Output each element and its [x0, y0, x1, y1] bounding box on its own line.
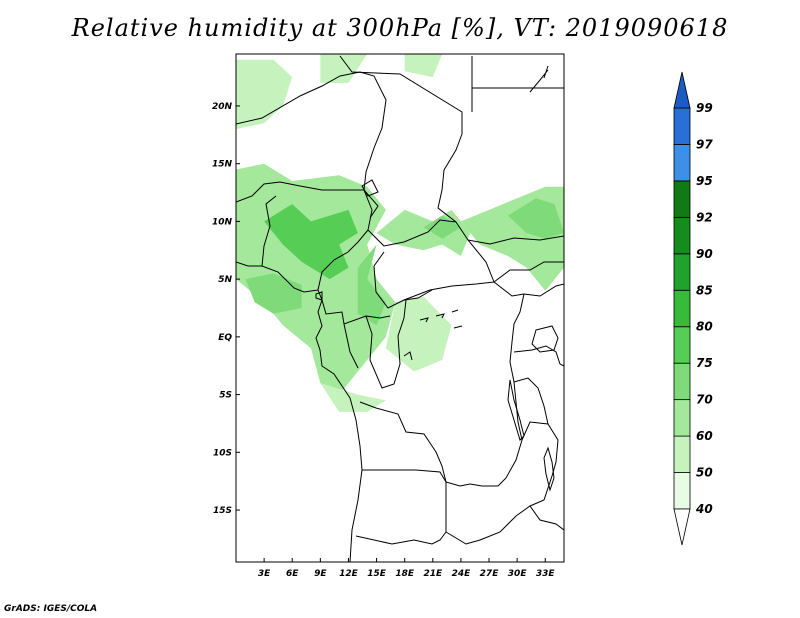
lon-tick-label: 33E	[536, 569, 556, 579]
lat-tick-label: 15N	[212, 160, 233, 170]
lon-tick-label: 15E	[367, 569, 387, 579]
colorbar-label: 99	[696, 101, 713, 115]
colorbar-label: 70	[696, 393, 713, 407]
lon-tick-label: 30E	[508, 569, 528, 579]
lon-tick-label: 24E	[452, 569, 472, 579]
longitude-axis: 3E 6E 9E 12E 15E 18E 21E 24E 27E 30E 33E	[258, 558, 556, 579]
lon-tick-label: 27E	[480, 569, 500, 579]
colorbar-segment	[673, 362, 691, 401]
humidity-area	[507, 198, 564, 239]
lon-tick-label: 12E	[339, 569, 359, 579]
lake-malawi	[543, 446, 555, 492]
border-car	[367, 219, 525, 309]
lon-tick-label: 9E	[314, 569, 327, 579]
humidity-area	[236, 59, 293, 129]
border-cameroon-congo	[321, 299, 407, 389]
lat-tick-label: 10S	[213, 448, 232, 458]
colorbar-label: 95	[696, 174, 713, 188]
colorbar-segment	[673, 107, 691, 145]
lat-tick-label: EQ	[218, 333, 232, 343]
colorbar: 40 50 60 70 75 80 85 90 92 95 97 99	[673, 71, 713, 546]
lat-tick-label: 5N	[218, 275, 232, 285]
colorbar-bottom-arrow	[673, 508, 691, 546]
border-benin-togo	[261, 195, 277, 267]
colorbar-segment	[673, 326, 691, 364]
border-libya	[339, 55, 463, 134]
coastline-west	[236, 261, 363, 562]
lake-victoria	[531, 325, 559, 353]
humidity-area	[404, 54, 443, 78]
colorbar-label: 97	[696, 137, 713, 151]
border-egypt-sudan	[471, 56, 564, 112]
humidity-area	[385, 296, 452, 372]
lon-tick-label: 6E	[286, 569, 299, 579]
colorbar-label: 40	[695, 502, 713, 516]
colorbar-label: 92	[696, 210, 713, 224]
lon-tick-label: 18E	[395, 569, 415, 579]
credit-label: GrADS: IGES/COLA	[4, 604, 98, 614]
border-drc	[359, 289, 525, 487]
lat-tick-label: 10N	[212, 217, 233, 227]
border-zambia	[445, 421, 559, 545]
humidity-area	[376, 209, 471, 256]
border-niger-chad	[236, 71, 387, 219]
lat-tick-label: 20N	[212, 102, 233, 112]
colorbar-segment	[673, 180, 691, 218]
colorbar-label: 80	[696, 320, 713, 334]
lake-tanganyika	[507, 379, 525, 441]
border-east-lakes	[513, 283, 564, 425]
lakes-congo-basin	[403, 309, 463, 361]
colorbar-segment	[673, 253, 691, 291]
colorbar-label: 90	[696, 247, 713, 261]
map-frame	[235, 53, 565, 563]
colorbar-segment	[673, 435, 691, 473]
humidity-area	[320, 383, 386, 412]
humidity-area	[357, 244, 386, 326]
lon-tick-label: 21E	[423, 569, 443, 579]
border-south-sudan	[467, 235, 564, 283]
border-mozambique	[529, 505, 564, 531]
page-title: Relative humidity at 300hPa [%], VT: 201…	[71, 14, 729, 42]
humidity-area	[423, 215, 461, 239]
latitude-axis: 20N 15N 10N 5N EQ 5S 10S 15S	[212, 102, 240, 516]
humidity-shading	[236, 54, 564, 412]
colorbar-segment	[673, 472, 691, 510]
lat-tick-label: 15S	[213, 506, 232, 516]
border-chad-sudan	[437, 133, 495, 283]
colorbar-label: 85	[696, 283, 713, 297]
colorbar-segment	[673, 399, 691, 437]
border-angola	[355, 469, 447, 545]
country-borders	[236, 55, 564, 562]
colorbar-label: 50	[696, 466, 713, 480]
lon-tick-label: 3E	[258, 569, 271, 579]
colorbar-segment	[673, 216, 691, 255]
coast-red-sea	[529, 65, 549, 93]
humidity-area	[320, 54, 368, 83]
colorbar-segment	[673, 144, 691, 182]
lake-chad	[361, 179, 379, 197]
colorbar-label: 60	[696, 429, 713, 443]
humidity-area	[245, 273, 302, 314]
colorbar-top-arrow	[673, 71, 691, 109]
colorbar-segment	[673, 289, 691, 328]
colorbar-label: 75	[696, 356, 713, 370]
bioko-island	[315, 291, 323, 301]
lat-tick-label: 5S	[219, 391, 232, 401]
